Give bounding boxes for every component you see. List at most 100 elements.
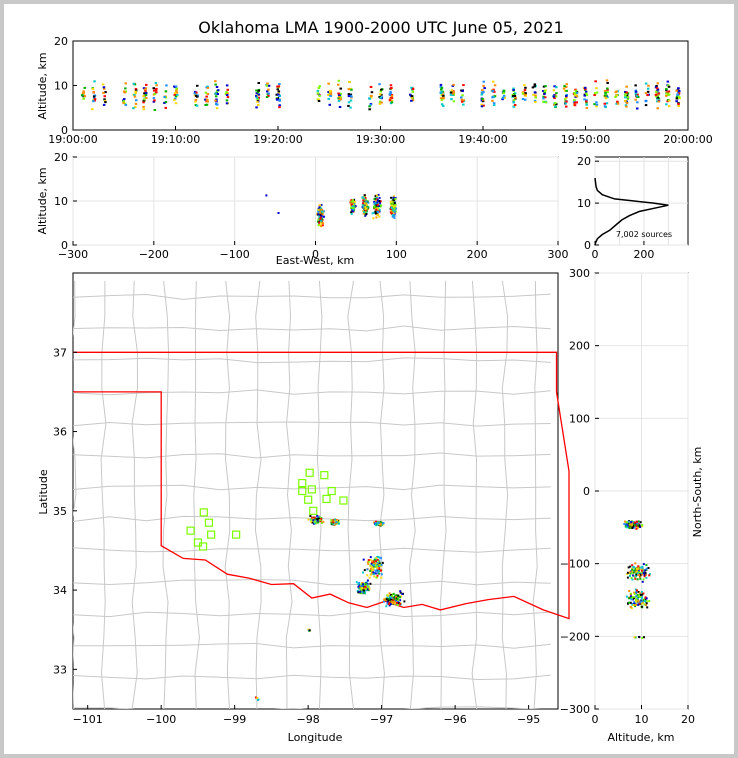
eastwest-altitude-xtick-label: −300 [58,248,88,261]
time-altitude-point [316,92,320,95]
altitude-northsouth-point [629,523,632,526]
time-altitude-point [657,100,660,103]
time-altitude-point [337,83,340,86]
plan-view-point [316,518,319,521]
plan-view-point [321,521,323,524]
plan-view-point [388,604,391,607]
eastwest-altitude-point [391,215,394,218]
altitude-northsouth-point [625,521,628,524]
eastwest-altitude-point [363,210,366,212]
county-line [73,642,551,649]
plan-view-point [335,520,338,523]
plan-view-point [367,586,370,589]
altitude-northsouth-point [627,520,630,523]
time-altitude-point [634,98,637,101]
time-altitude-point [542,85,546,88]
eastwest-altitude-point [366,200,369,203]
county-line [73,674,551,681]
altitude-histogram-ytick-label: 0 [584,239,591,252]
altitude-northsouth-point [640,590,643,593]
eastwest-altitude-point [321,224,324,227]
time-altitude-point [532,93,535,96]
eastwest-altitude-point [390,196,393,199]
time-altitude-point [256,91,260,94]
plan-view-point [393,602,396,605]
plan-view-xtick-label: −97 [370,713,393,726]
altitude-northsouth-point [636,572,639,574]
eastwest-altitude-point [352,204,355,207]
county-line [73,293,551,300]
plan-view-point [376,558,379,561]
plan-view-point [403,600,406,603]
time-altitude-point [675,96,679,99]
time-altitude-point [595,91,599,94]
time-altitude-point [225,91,228,94]
altitude-northsouth-point [632,565,635,568]
county-line [73,610,551,618]
plan-view-point [375,560,377,563]
eastwest-altitude-point [350,211,353,214]
eastwest-altitude-point [392,209,395,211]
time-altitude-point [451,92,455,95]
plan-view-point [310,520,313,523]
eastwest-altitude-point [379,202,381,205]
eastwest-altitude-point [317,218,320,221]
altitude-northsouth-point [638,591,641,594]
eastwest-altitude-point [321,213,324,216]
time-altitude-point [491,99,494,102]
plan-view-point [362,591,365,594]
plan-view-point [399,591,402,594]
plan-view-point [366,588,369,591]
plan-view-point [318,517,320,520]
time-altitude-point [677,105,680,108]
time-altitude-point [534,96,537,99]
altitude-northsouth-point [628,601,631,604]
altitude-northsouth-point [628,590,631,592]
eastwest-altitude-point [372,217,375,220]
altitude-northsouth-point [645,568,648,571]
time-altitude-point [124,103,128,106]
time-altitude-point [278,83,281,85]
time-altitude-point [225,102,229,105]
altitude-northsouth-point [636,589,638,592]
time-altitude-point [80,94,84,97]
altitude-northsouth-point [632,604,635,606]
plan-view-point [396,598,399,600]
plan-view-point [380,576,383,579]
plan-view-point [392,601,395,604]
plan-view-point [317,519,319,522]
time-altitude-point [481,100,485,103]
time-altitude-point [327,91,330,93]
time-altitude-point [278,95,281,97]
eastwest-altitude-point [363,202,366,205]
time-altitude-point [678,96,681,99]
altitude-northsouth-point [627,524,630,527]
time-altitude-point [173,93,176,96]
altitude-northsouth-point [635,572,638,575]
time-altitude-point [195,91,198,94]
county-line [73,547,551,553]
altitude-northsouth-point [625,522,628,525]
plan-view-point [370,562,373,565]
time-altitude-point [595,103,599,106]
time-altitude-point [462,103,465,106]
time-altitude-point [543,90,547,93]
time-altitude-point [665,88,668,91]
eastwest-altitude-point [373,197,376,200]
time-altitude-point [226,88,229,91]
eastwest-altitude-point [374,205,377,208]
time-altitude-point [327,82,330,85]
plan-view-point [367,589,370,592]
altitude-northsouth-point [633,591,636,594]
time-altitude-point [204,98,207,101]
altitude-northsouth-point [634,588,637,591]
time-altitude-point [565,96,568,99]
plan-view-point [307,628,310,631]
eastwest-altitude-point [390,206,393,209]
time-altitude-point [369,96,373,99]
time-altitude-point [675,89,678,92]
eastwest-altitude-point [362,205,365,208]
time-altitude-point [266,82,269,85]
plan-view-point [367,560,370,563]
plan-view-point [391,595,394,598]
